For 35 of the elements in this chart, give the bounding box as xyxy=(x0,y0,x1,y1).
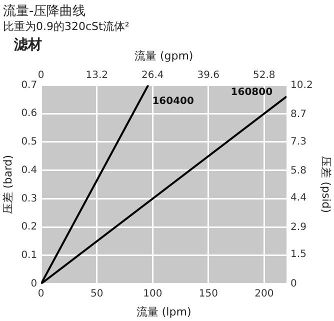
y-tick-label: 0.4 xyxy=(21,164,38,176)
y2-tick-label: 1.5 xyxy=(290,249,306,260)
y-tick-label: 0.2 xyxy=(21,222,38,233)
x2-tick-label: 39.6 xyxy=(197,70,220,81)
y-tick-label: 0.7 xyxy=(21,80,38,91)
series-label: 160800 xyxy=(230,87,273,98)
x-tick-label: 200 xyxy=(254,288,274,300)
x2-axis-title: 流量 (gpm) xyxy=(134,49,194,62)
y2-tick-label: 2.9 xyxy=(290,222,306,233)
y-tick-label: 0 xyxy=(30,278,38,290)
y-axis-title: 压差 (bard) xyxy=(1,154,14,214)
text: 滤材 xyxy=(14,36,42,54)
x-tick-label: 150 xyxy=(198,288,218,300)
y-tick-label: 0.3 xyxy=(21,193,38,204)
x2-tick-label: 0 xyxy=(38,70,44,81)
chart-title: 流量-压降曲线 xyxy=(3,3,86,20)
y2-tick-label: 7.3 xyxy=(290,136,306,148)
y2-tick-label: 10.2 xyxy=(290,80,313,91)
y2-tick-label: 4.4 xyxy=(290,192,306,204)
x-tick-label: 0 xyxy=(38,288,44,300)
x2-tick-label: 52.8 xyxy=(253,70,276,81)
y-tick-label: 0.1 xyxy=(21,250,38,262)
y-tick-label: 0.5 xyxy=(21,136,38,148)
x2-tick-label: 26.4 xyxy=(141,70,164,81)
chart-subtitle: 比重为0.9的320cSt流体² xyxy=(3,19,130,34)
series-label: 160400 xyxy=(152,96,194,107)
x-tick-label: 50 xyxy=(90,288,104,300)
x2-tick-label: 13.2 xyxy=(86,70,108,81)
y2-tick-label: 5.8 xyxy=(290,165,306,176)
y-tick-label: 0.6 xyxy=(21,108,38,120)
y2-tick-label: 8.7 xyxy=(290,109,306,120)
y2-axis-title: 压差 (psid) xyxy=(320,156,333,213)
x-axis-title: 流量 (lpm) xyxy=(136,305,192,318)
x-tick-label: 100 xyxy=(143,288,162,300)
y2-tick-label: 0 xyxy=(290,278,297,290)
